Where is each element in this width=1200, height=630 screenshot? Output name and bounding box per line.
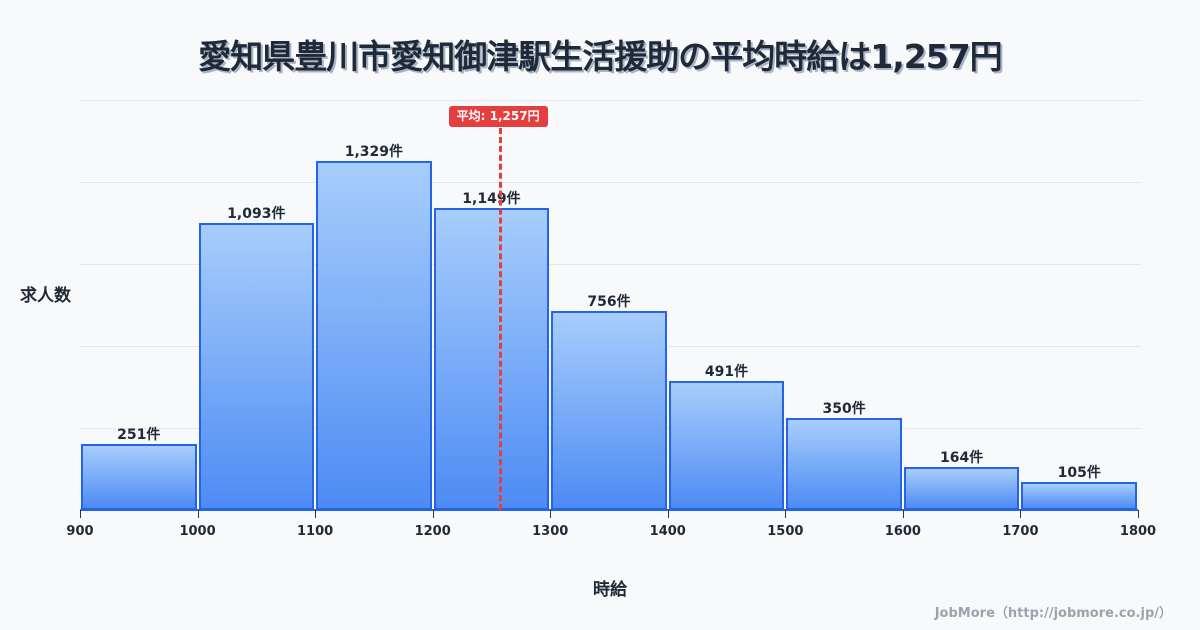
x-tick [432, 510, 434, 518]
x-tick-label: 1500 [767, 524, 804, 539]
x-tick [550, 510, 552, 518]
bar-value-label: 756件 [587, 294, 631, 311]
histogram-bar [81, 444, 197, 510]
bar-value-label: 1,093件 [227, 205, 286, 222]
histogram-bar [903, 466, 1020, 510]
chart-title: 愛知県豊川市愛知御津駅生活援助の平均時給は1,257円 [198, 37, 1002, 76]
x-tick-label: 1300 [532, 524, 569, 539]
x-axis-line [80, 509, 1138, 511]
x-tick [197, 510, 199, 518]
x-tick [1138, 510, 1139, 518]
x-tick [785, 510, 787, 518]
x-tick-label: 1000 [179, 524, 216, 539]
plot-area: 251件 1,093件 1,329件 1,149件 756件 491件 350件 164件 10… [80, 100, 1141, 510]
bar-value-label: 164件 [940, 449, 984, 466]
histogram-bar [551, 311, 667, 510]
x-tick [667, 510, 669, 518]
x-tick-label: 1400 [649, 524, 686, 539]
x-tick-label: 900 [66, 524, 94, 539]
x-tick [315, 510, 317, 518]
bar-value-label: 491件 [704, 364, 749, 381]
x-tick [1020, 510, 1022, 518]
gridline [80, 264, 1141, 265]
bar-value-label: 1,149件 [462, 191, 521, 208]
histogram-bar [316, 160, 432, 510]
average-line [498, 128, 502, 510]
gridline [80, 182, 1141, 183]
source-credit: JobMore（http://jobmore.co.jp/） [934, 606, 1172, 621]
gridline [80, 100, 1141, 101]
x-tick-label: 1600 [884, 524, 921, 539]
average-badge: 平均: 1,257円 [448, 106, 548, 127]
x-tick-label: 1700 [1002, 524, 1039, 539]
x-tick-label: 1800 [1119, 524, 1157, 539]
y-axis-label: 求人数 [20, 286, 71, 306]
bar-value-label: 1,329件 [344, 143, 404, 160]
bar-value-label: 251件 [117, 427, 161, 444]
x-tick [80, 510, 81, 518]
bar-value-label: 350件 [822, 401, 866, 418]
x-axis-label: 時給 [593, 580, 627, 600]
histogram-bar [786, 418, 902, 510]
bar-value-label: 105件 [1057, 465, 1101, 482]
histogram-bar [433, 208, 550, 510]
x-tick [902, 510, 904, 518]
histogram-bar [668, 381, 785, 510]
x-tick-label: 1100 [297, 524, 334, 539]
x-tick-label: 1200 [414, 524, 451, 539]
histogram-bar [1021, 482, 1137, 510]
histogram-bar [198, 222, 315, 510]
